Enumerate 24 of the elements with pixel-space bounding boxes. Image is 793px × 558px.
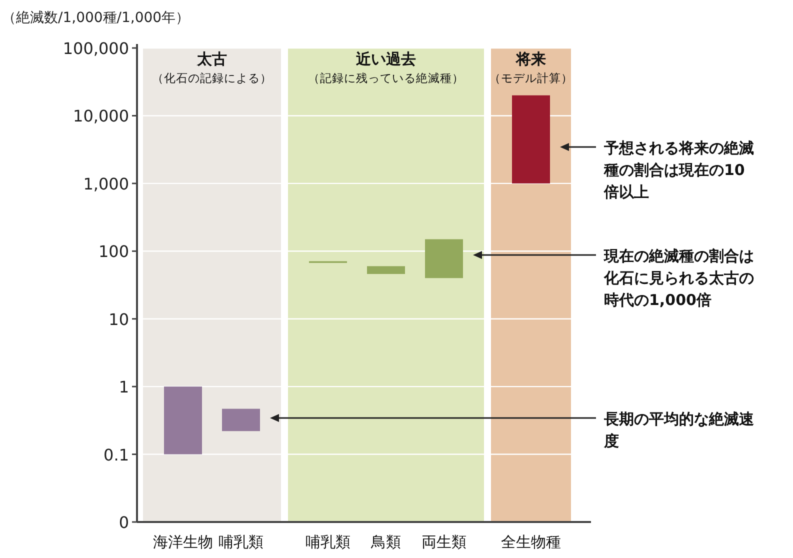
band-label: 近い過去 (355, 50, 416, 68)
x-tick-label: 両生類 (422, 533, 466, 551)
band-label: 太古 (196, 50, 227, 68)
y-tick-label: 100,000 (62, 39, 129, 58)
annotation: （モデル計算） (489, 71, 573, 85)
text: 長期の平均的な絶滅速度 (603, 410, 755, 450)
y-tick-label: 100 (98, 242, 129, 262)
y-axis-title: （絶滅数/1,000種/1,000年） (2, 10, 190, 26)
y-tick-label: 0.1 (104, 445, 129, 464)
text: 予想される将来の絶滅種の割合は現在の10倍以上 (603, 139, 754, 201)
annotation: （記録に残っている絶滅種） (308, 71, 464, 85)
x-tick-label: 哺乳類 (218, 533, 264, 551)
x-tick-label: 海洋生物 (153, 533, 213, 551)
y-tick-label: 10,000 (73, 106, 129, 126)
text: 現在の絶滅種の割合は化石に見られる太古の時代の1,000倍 (603, 247, 754, 309)
x-tick-label: 全生物種 (501, 533, 561, 551)
annotation: 将来 (515, 50, 546, 68)
y-tick-label: 0 (118, 513, 129, 532)
y-tick-label: 10 (108, 310, 129, 329)
y-tick-label: 1,000 (83, 174, 129, 194)
x-tick-label: 鳥類 (370, 533, 401, 551)
x-tick-label: 哺乳類 (306, 533, 350, 551)
annotation: （化石の記録による） (152, 71, 272, 85)
y-tick-label: 1 (118, 378, 129, 397)
